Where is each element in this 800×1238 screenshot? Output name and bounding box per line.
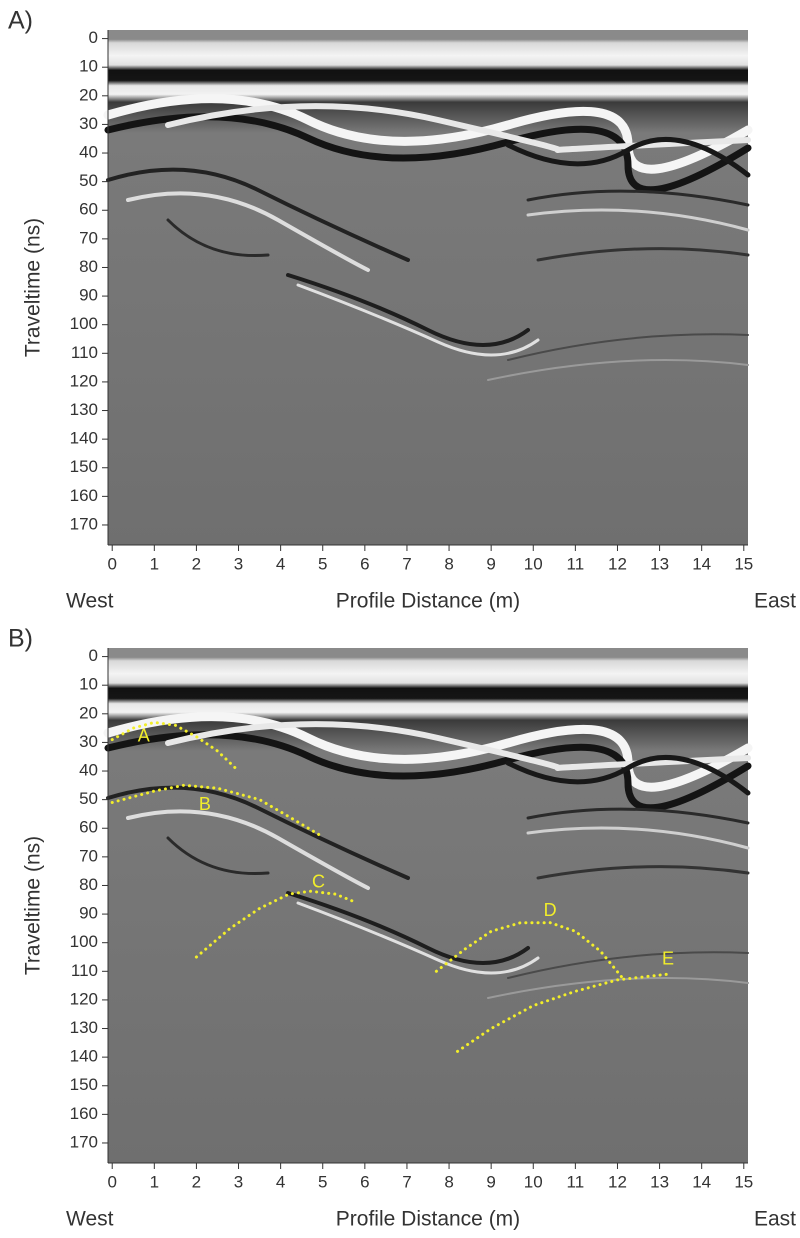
y-tick-label: 30 (79, 114, 98, 133)
y-tick-label: 50 (79, 789, 98, 808)
hyperbola-label: D (544, 900, 557, 920)
west-label: West (66, 1208, 114, 1231)
x-tick-label: 8 (444, 554, 453, 573)
x-axis-label: Profile Distance (m) (336, 590, 520, 613)
y-tick-label: 160 (70, 486, 98, 505)
radargram (108, 30, 748, 545)
x-tick-label: 1 (150, 554, 159, 573)
x-tick-label: 3 (234, 554, 243, 573)
y-tick-label: 40 (79, 143, 98, 162)
y-tick-label: 130 (70, 1018, 98, 1037)
x-tick-label: 8 (444, 1172, 453, 1191)
y-tick-label: 30 (79, 732, 98, 751)
y-tick-label: 100 (70, 932, 98, 951)
x-tick-label: 6 (360, 1172, 369, 1191)
y-tick-label: 90 (79, 904, 98, 923)
y-tick-label: 0 (89, 28, 98, 47)
y-tick-label: 150 (70, 1075, 98, 1094)
x-tick-label: 11 (567, 1172, 585, 1191)
x-tick-label: 4 (276, 554, 285, 573)
radargram (108, 648, 748, 1163)
x-tick-label: 13 (650, 1172, 669, 1191)
x-tick-label: 13 (650, 554, 669, 573)
x-tick-label: 2 (192, 554, 201, 573)
x-tick-label: 5 (318, 554, 327, 573)
x-tick-label: 2 (192, 1172, 201, 1191)
y-tick-label: 140 (70, 1047, 98, 1066)
y-axis-label: Traveltime (ns) (22, 218, 45, 357)
y-tick-label: 10 (79, 57, 98, 76)
panel-label: A) (8, 7, 33, 35)
y-tick-label: 120 (70, 371, 98, 390)
y-tick-label: 80 (79, 875, 98, 894)
hyperbola-curve (456, 972, 670, 1053)
y-tick-label: 0 (89, 646, 98, 665)
x-axis-label: Profile Distance (m) (336, 1208, 520, 1231)
x-tick-label: 5 (318, 1172, 327, 1191)
x-tick-label: 10 (524, 554, 543, 573)
y-tick-label: 50 (79, 171, 98, 190)
x-tick-label: 14 (692, 554, 711, 573)
y-tick-label: 70 (79, 228, 98, 247)
y-tick-label: 120 (70, 989, 98, 1008)
x-tick-label: 9 (486, 554, 495, 573)
x-tick-label: 15 (734, 554, 753, 573)
y-tick-label: 10 (79, 675, 98, 694)
x-tick-label: 6 (360, 554, 369, 573)
y-tick-label: 130 (70, 400, 98, 419)
y-tick-label: 80 (79, 257, 98, 276)
x-tick-label: 10 (524, 1172, 543, 1191)
y-tick-label: 170 (70, 514, 98, 533)
x-tick-label: 3 (234, 1172, 243, 1191)
y-tick-label: 160 (70, 1104, 98, 1123)
y-axis-label: Traveltime (ns) (22, 836, 45, 975)
y-tick-label: 40 (79, 761, 98, 780)
x-tick-label: 11 (567, 554, 585, 573)
west-label: West (66, 590, 114, 613)
x-tick-label: 9 (486, 1172, 495, 1191)
y-tick-label: 110 (71, 961, 98, 980)
hyperbola-curve (194, 889, 358, 959)
y-tick-label: 100 (70, 314, 98, 333)
y-tick-label: 90 (79, 286, 98, 305)
hyperbola-curve (110, 783, 325, 839)
y-tick-label: 60 (79, 818, 98, 837)
y-tick-label: 110 (71, 343, 98, 362)
y-tick-label: 70 (79, 846, 98, 865)
x-tick-label: 7 (402, 554, 411, 573)
x-tick-label: 15 (734, 1172, 753, 1191)
y-tick-label: 170 (70, 1132, 98, 1151)
hyperbola-label: E (662, 949, 674, 969)
x-tick-label: 14 (692, 1172, 711, 1191)
x-tick-label: 12 (608, 1172, 627, 1191)
x-tick-label: 0 (107, 1172, 116, 1191)
x-tick-label: 7 (402, 1172, 411, 1191)
y-tick-label: 150 (70, 457, 98, 476)
x-tick-label: 0 (107, 554, 116, 573)
east-label: East (754, 1208, 796, 1231)
hyperbola-label: A (138, 725, 150, 745)
east-label: East (754, 590, 796, 613)
hyperbola-label: B (199, 794, 211, 814)
x-tick-label: 12 (608, 554, 627, 573)
y-tick-label: 60 (79, 200, 98, 219)
y-tick-label: 20 (79, 703, 98, 722)
y-tick-label: 20 (79, 85, 98, 104)
panel-label: B) (8, 625, 33, 653)
x-tick-label: 4 (276, 1172, 285, 1191)
x-tick-label: 1 (150, 1172, 159, 1191)
y-tick-label: 140 (70, 429, 98, 448)
hyperbola-label: C (312, 871, 325, 891)
hyperbola-curve (434, 921, 624, 979)
hyperbola-curve (110, 720, 240, 773)
